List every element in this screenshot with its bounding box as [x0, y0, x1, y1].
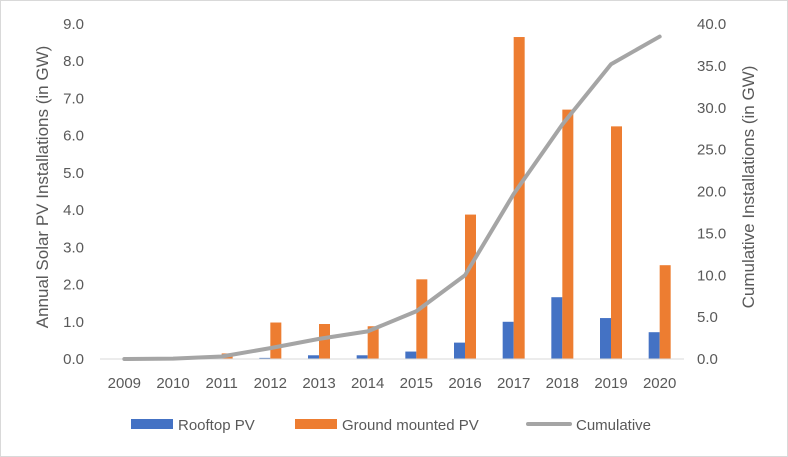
bar-ground-mounted-pv-2012 [270, 322, 282, 359]
legend: Rooftop PV Ground mounted PV Cumulative [131, 417, 651, 434]
point-cumulative-2015 [415, 310, 417, 312]
bar-ground-mounted-pv-2013 [319, 324, 330, 359]
x-tick-label-2011: 2011 [206, 375, 238, 392]
left-tick-label: 1.0 [63, 314, 84, 331]
left-tick-label: 3.0 [63, 239, 84, 256]
right-tick-label: 20.0 [697, 184, 726, 201]
line-layer [122, 34, 662, 361]
bar-rooftop-pv-2012 [259, 357, 271, 359]
left-tick-label: 0.0 [63, 351, 84, 368]
x-tick-label-2018: 2018 [546, 375, 579, 392]
x-tick-label-2020: 2020 [643, 375, 676, 392]
right-tick-label: 35.0 [697, 58, 726, 75]
left-tick-label: 7.0 [63, 90, 84, 107]
left-tick-label: 9.0 [63, 16, 84, 33]
left-axis-ticks: 0.0 1.0 2.0 3.0 4.0 5.0 6.0 7.0 8.0 9.0 [63, 16, 84, 368]
x-tick-label-2015: 2015 [400, 375, 433, 392]
legend-label-cumulative: Cumulative [576, 417, 651, 434]
right-tick-label: 0.0 [697, 351, 718, 368]
bar-rooftop-pv-2016 [454, 342, 465, 359]
point-cumulative-2018 [561, 124, 563, 125]
x-tick-label-2019: 2019 [594, 375, 627, 392]
x-tick-label-2014: 2014 [351, 375, 384, 392]
point-cumulative-2020 [659, 36, 661, 38]
line-cumulative [122, 34, 662, 361]
legend-swatch-rooftop [131, 419, 173, 429]
legend-label-ground: Ground mounted PV [342, 417, 479, 434]
bars-layer [162, 37, 671, 359]
x-tick-label-2012: 2012 [254, 375, 287, 392]
bar-rooftop-pv-2013 [308, 355, 319, 359]
point-cumulative-2019 [610, 63, 612, 65]
bar-rooftop-pv-2019 [600, 318, 611, 359]
left-tick-label: 4.0 [63, 202, 84, 219]
point-cumulative-2017 [513, 193, 515, 195]
bar-ground-mounted-pv-2014 [367, 326, 379, 359]
right-tick-label: 30.0 [697, 100, 726, 117]
left-tick-label: 5.0 [63, 165, 84, 182]
point-cumulative-2009 [123, 358, 125, 360]
legend-swatch-ground [295, 419, 337, 429]
point-cumulative-2013 [318, 338, 320, 340]
left-axis-title: Annual Solar PV Installations (in GW) [33, 46, 52, 329]
bar-ground-mounted-pv-2017 [513, 37, 525, 359]
bar-rooftop-pv-2020 [648, 332, 660, 359]
bar-ground-mounted-pv-2018 [562, 109, 574, 359]
right-axis-ticks: 0.0 5.0 10.0 15.0 20.0 25.0 30.0 35.0 40.0 [697, 16, 726, 368]
bar-ground-mounted-pv-2015 [416, 279, 428, 359]
bar-rooftop-pv-2017 [502, 321, 514, 359]
x-tick-label-2010: 2010 [156, 375, 189, 392]
left-tick-label: 6.0 [63, 128, 84, 145]
x-axis-ticks: 2009 2010 2011 2012 2013 2014 2015 2016 2017 2018… [108, 375, 677, 392]
x-tick-label-2017: 2017 [497, 375, 530, 392]
left-tick-label: 2.0 [63, 277, 84, 294]
point-cumulative-2016 [464, 274, 466, 276]
x-tick-label-2009: 2009 [108, 375, 141, 392]
right-tick-label: 15.0 [697, 225, 726, 242]
x-tick-label-2013: 2013 [302, 375, 335, 392]
bar-ground-mounted-pv-2019 [611, 126, 622, 359]
bar-rooftop-pv-2018 [551, 297, 563, 359]
bar-rooftop-pv-2014 [356, 355, 368, 359]
bar-ground-mounted-pv-2020 [659, 265, 671, 359]
right-tick-label: 40.0 [697, 16, 726, 33]
point-cumulative-2010 [172, 358, 174, 360]
right-axis-title: Cumulative Installations (in GW) [739, 66, 758, 309]
right-tick-label: 25.0 [697, 142, 726, 159]
point-cumulative-2012 [269, 347, 271, 349]
bar-rooftop-pv-2015 [405, 351, 417, 359]
right-tick-label: 10.0 [697, 267, 726, 284]
point-cumulative-2014 [367, 330, 369, 332]
x-tick-label-2016: 2016 [448, 375, 481, 392]
point-cumulative-2011 [221, 355, 223, 357]
bar-ground-mounted-pv-2016 [465, 214, 476, 359]
left-tick-label: 8.0 [63, 53, 84, 70]
legend-label-rooftop: Rooftop PV [178, 417, 255, 434]
right-tick-label: 5.0 [697, 309, 718, 326]
